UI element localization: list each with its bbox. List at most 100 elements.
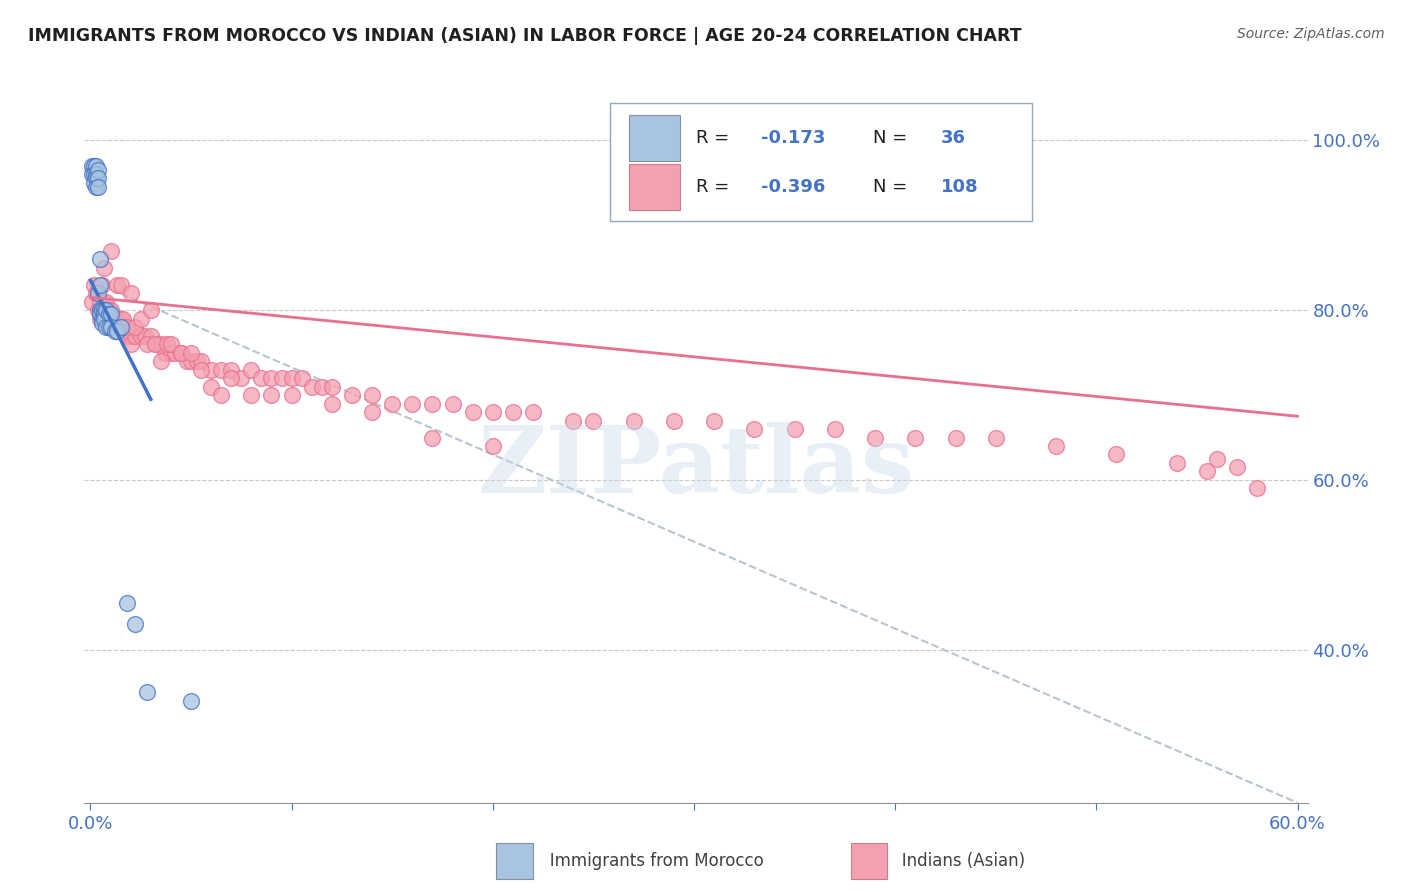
Point <box>120 286 142 301</box>
Point <box>96 303 118 318</box>
Point <box>103 311 125 326</box>
Point <box>124 320 146 334</box>
Point <box>1195 465 1218 479</box>
Point <box>1206 451 1229 466</box>
Point <box>93 294 115 309</box>
Point <box>129 328 152 343</box>
Point <box>180 694 202 708</box>
Point <box>163 345 186 359</box>
Point <box>250 371 273 385</box>
Point <box>170 345 193 359</box>
Point <box>176 354 198 368</box>
FancyBboxPatch shape <box>628 164 681 210</box>
Point <box>100 307 122 321</box>
Point <box>115 596 138 610</box>
Point <box>180 354 202 368</box>
Point <box>86 171 108 186</box>
Point <box>153 345 176 359</box>
Point <box>83 167 105 181</box>
Point <box>280 388 302 402</box>
Point <box>984 430 1007 444</box>
Point <box>93 307 115 321</box>
Text: Source: ZipAtlas.com: Source: ZipAtlas.com <box>1237 27 1385 41</box>
Point <box>149 337 172 351</box>
Point <box>115 320 138 334</box>
Point <box>280 371 302 385</box>
Point <box>82 294 104 309</box>
Point <box>105 277 128 292</box>
Point <box>582 413 605 427</box>
Point <box>105 311 128 326</box>
Point <box>160 345 183 359</box>
Point <box>703 413 725 427</box>
Point <box>96 294 118 309</box>
Point <box>321 379 343 393</box>
Point <box>502 405 524 419</box>
Point <box>114 320 136 334</box>
Text: R =: R = <box>696 129 735 147</box>
Point <box>103 324 125 338</box>
Point <box>231 371 253 385</box>
Point <box>86 167 108 181</box>
Point <box>143 337 166 351</box>
Point <box>562 413 585 427</box>
Point <box>461 405 484 419</box>
Point <box>87 171 110 186</box>
Point <box>742 422 765 436</box>
Point <box>124 617 146 632</box>
Point <box>129 311 152 326</box>
Point <box>863 430 886 444</box>
FancyBboxPatch shape <box>628 115 681 161</box>
Point <box>135 685 157 699</box>
Text: R =: R = <box>696 178 735 195</box>
Point <box>87 180 110 194</box>
Point <box>160 337 183 351</box>
Point <box>105 324 128 338</box>
Point <box>240 362 263 376</box>
Point <box>97 320 120 334</box>
Point <box>110 311 132 326</box>
Point <box>86 159 108 173</box>
Point <box>190 362 212 376</box>
Text: N =: N = <box>873 178 908 195</box>
Point <box>149 354 172 368</box>
Text: -0.173: -0.173 <box>761 129 825 147</box>
Point <box>340 388 363 402</box>
Point <box>91 303 114 318</box>
Point <box>200 379 222 393</box>
Point <box>93 311 115 326</box>
Point <box>82 167 104 181</box>
Point <box>87 303 110 318</box>
Point <box>321 396 343 410</box>
Point <box>662 413 685 427</box>
Point <box>260 388 283 402</box>
Point <box>115 328 138 343</box>
Point <box>86 180 108 194</box>
Point <box>134 328 156 343</box>
Point <box>111 311 134 326</box>
Text: ZIPatlas: ZIPatlas <box>478 423 914 512</box>
Point <box>311 379 333 393</box>
Point <box>93 311 115 326</box>
Point <box>422 396 444 410</box>
Point <box>89 294 111 309</box>
Text: IMMIGRANTS FROM MOROCCO VS INDIAN (ASIAN) IN LABOR FORCE | AGE 20-24 CORRELATION: IMMIGRANTS FROM MOROCCO VS INDIAN (ASIAN… <box>28 27 1022 45</box>
Point <box>89 252 111 266</box>
Point <box>219 371 242 385</box>
Point <box>135 337 157 351</box>
Point <box>89 303 111 318</box>
Point <box>87 162 110 177</box>
Point <box>139 328 162 343</box>
Point <box>156 337 179 351</box>
Point <box>361 405 384 419</box>
Point <box>107 320 129 334</box>
Point <box>110 320 132 334</box>
Point <box>1105 448 1128 462</box>
Point <box>96 303 118 318</box>
Point <box>186 354 208 368</box>
Text: 108: 108 <box>941 178 979 195</box>
Point <box>361 388 384 402</box>
Point <box>1246 482 1268 496</box>
Text: 36: 36 <box>941 129 966 147</box>
Point <box>87 286 110 301</box>
